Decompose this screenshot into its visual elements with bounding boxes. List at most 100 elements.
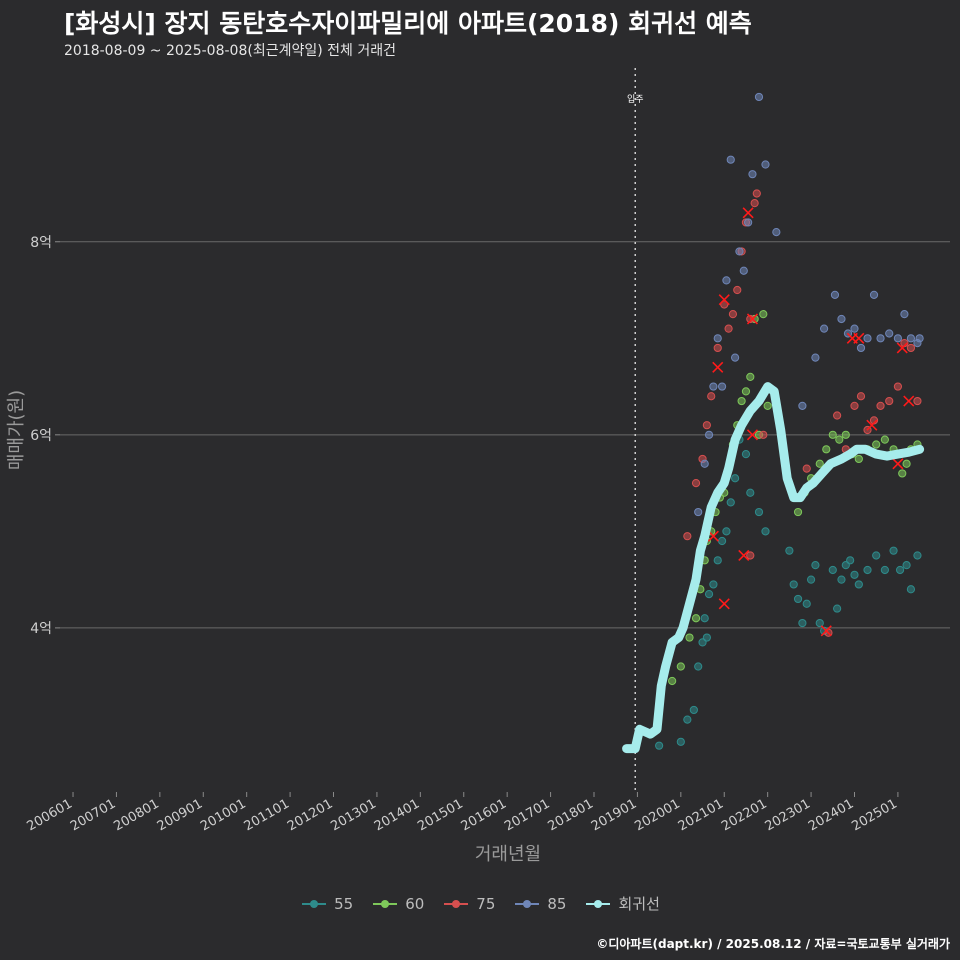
x-tick-label: 201801 — [546, 796, 596, 834]
scatter-point-60 — [828, 430, 837, 439]
scatter-point-85 — [694, 507, 703, 517]
scatter-point-55 — [676, 737, 685, 746]
chart-subtitle: 2018-08-09 ~ 2025-08-08(최근계약일) 전체 거래건 — [64, 43, 396, 59]
scatter-point-85 — [869, 290, 879, 299]
x-tick-label: 202101 — [676, 796, 726, 834]
x-tick-label: 201501 — [415, 796, 465, 834]
scatter-point-55 — [833, 604, 842, 613]
scatter-point-75 — [750, 199, 759, 208]
scatter-point-55 — [850, 570, 859, 579]
legend: 55 60 75 85 회귀선 — [0, 893, 960, 914]
scatter-point-75 — [702, 421, 711, 430]
scatter-point-85 — [744, 218, 753, 227]
scatter-point-85 — [885, 329, 894, 338]
scatter-point-85 — [754, 92, 764, 102]
scatter-point-55 — [828, 565, 837, 575]
highlight-marker — [903, 395, 915, 407]
scatter-point-55 — [761, 527, 770, 536]
legend-item-60: 60 — [371, 895, 424, 913]
x-axis-title: 거래년월 — [475, 844, 541, 865]
x-tick-label: 201901 — [589, 796, 639, 834]
legend-label-regression: 회귀선 — [618, 895, 660, 913]
x-tick-label: 202001 — [632, 796, 682, 834]
scatter-point-60 — [676, 662, 685, 671]
regression-line — [622, 382, 925, 754]
scatter-point-60 — [815, 459, 824, 468]
scatter-point-60 — [668, 676, 677, 686]
scatter-point-75 — [876, 401, 885, 410]
legend-label-75: 75 — [476, 894, 496, 913]
scatter-point-60 — [841, 430, 850, 439]
scatter-point-85 — [730, 353, 740, 362]
x-tick-label: 200901 — [155, 796, 205, 834]
scatter-point-60 — [854, 454, 863, 464]
x-tick-label: 201201 — [285, 796, 335, 834]
legend-item-55: 55 — [300, 895, 353, 913]
scatter-point-55 — [837, 575, 846, 584]
scatter-point-55 — [863, 565, 872, 575]
scatter-point-85 — [726, 155, 735, 164]
scatter-point-55 — [785, 546, 794, 555]
scatter-point-55 — [704, 590, 714, 599]
scatter-point-55 — [689, 705, 698, 715]
scatter-point-55 — [811, 561, 820, 570]
scatter-point-55 — [713, 556, 722, 565]
highlight-marker — [738, 549, 750, 562]
scatter-point-75 — [691, 478, 701, 488]
scatter-point-75 — [802, 464, 811, 473]
scatter-point-75 — [746, 551, 755, 560]
legend-key-75 — [442, 897, 470, 911]
scatter-point-55 — [694, 662, 703, 671]
scatter-point-55 — [683, 715, 692, 724]
x-tick-label: 202401 — [806, 796, 856, 834]
scatter-point-75 — [752, 189, 761, 198]
legend-label-55: 55 — [334, 894, 354, 913]
x-tick-label: 200801 — [111, 796, 161, 834]
scatter-point-85 — [772, 228, 781, 237]
scatter-point-55 — [846, 556, 855, 565]
x-tick-label: 201601 — [459, 796, 509, 834]
chart-title: [화성시] 장지 동탄호수자이파밀리에 아파트(2018) 회귀선 예측 — [64, 9, 752, 38]
scatter-point-55 — [722, 527, 731, 536]
scatter-point-60 — [880, 435, 889, 444]
scatter-point-75 — [728, 310, 738, 319]
scatter-point-55 — [793, 594, 803, 604]
scatter-point-55 — [880, 565, 889, 575]
scatter-point-60 — [759, 310, 768, 319]
scatter-point-60 — [835, 435, 844, 444]
scatter-point-60 — [746, 372, 755, 382]
scatter-point-55 — [872, 551, 881, 560]
y-tick-label: 4억 — [30, 621, 52, 637]
scatter-point-75 — [733, 285, 742, 295]
scatter-point-85 — [748, 170, 757, 179]
scatter-point-75 — [885, 396, 894, 406]
highlight-marker — [746, 429, 759, 441]
x-tick-label: 202301 — [763, 796, 813, 834]
scatter-point-85 — [709, 382, 718, 391]
scatter-point-55 — [730, 474, 740, 483]
scatter-point-60 — [793, 507, 803, 517]
scatter-point-85 — [739, 266, 748, 275]
scatter-point-85 — [798, 401, 807, 410]
scatter-point-85 — [850, 324, 859, 333]
scatter-point-60 — [822, 445, 831, 454]
scatter-point-85 — [893, 334, 903, 343]
scatter-point-55 — [789, 580, 798, 589]
scatter-point-55 — [802, 599, 811, 608]
highlight-marker — [853, 332, 865, 344]
legend-key-55 — [300, 897, 328, 911]
scatter-point-55 — [700, 614, 709, 623]
scatter-point-55 — [906, 585, 916, 594]
scatter-point-85 — [722, 276, 731, 285]
scatter-point-60 — [763, 401, 772, 410]
scatter-point-75 — [746, 314, 755, 324]
y-axis-title: 매매가(원) — [6, 390, 27, 470]
scatter-point-75 — [906, 343, 916, 353]
scatter-point-55 — [726, 498, 735, 507]
scatter-point-55 — [902, 561, 911, 570]
scatter-point-85 — [761, 160, 770, 169]
scatter-point-55 — [741, 450, 751, 459]
scatter-point-85 — [830, 290, 840, 299]
scatter-point-85 — [713, 334, 722, 343]
legend-label-60: 60 — [405, 894, 425, 913]
